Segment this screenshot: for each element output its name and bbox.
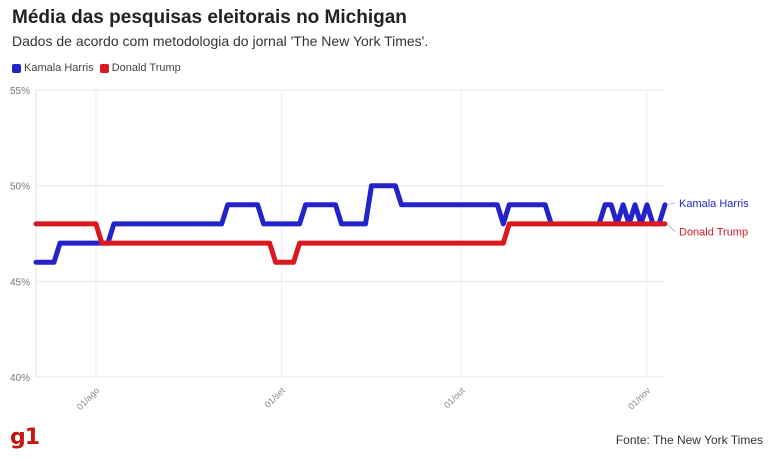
y-tick-label: 50% bbox=[10, 182, 30, 193]
chart-title: Média das pesquisas eleitorais no Michig… bbox=[12, 7, 407, 28]
legend-swatch-trump bbox=[99, 63, 109, 73]
legend: Kamala Harris Donald Trump bbox=[12, 62, 187, 74]
legend-label-trump: Donald Trump bbox=[111, 62, 181, 74]
legend-item-trump: Donald Trump bbox=[99, 62, 181, 74]
x-tick-label: 01/ago bbox=[75, 385, 102, 412]
legend-item-harris: Kamala Harris bbox=[12, 62, 94, 74]
g1-logo: g1 bbox=[10, 425, 40, 450]
end-label-connector bbox=[666, 223, 676, 232]
end-label-connector bbox=[666, 202, 676, 206]
y-tick-label: 55% bbox=[10, 86, 30, 97]
legend-swatch-harris bbox=[12, 63, 21, 73]
series-line-trump bbox=[33, 221, 668, 265]
y-tick-label: 45% bbox=[10, 277, 30, 288]
chart-subtitle: Dados de acordo com metodologia do jorna… bbox=[12, 33, 429, 49]
x-tick-label: 01/set bbox=[263, 385, 288, 410]
y-tick-label: 40% bbox=[10, 373, 30, 384]
x-tick-label: 01/out bbox=[442, 385, 467, 410]
x-tick-label: 01/nov bbox=[626, 385, 653, 412]
legend-label-harris: Kamala Harris bbox=[24, 62, 94, 74]
end-label-trump: Donald Trump bbox=[679, 227, 748, 239]
source-note: Fonte: The New York Times bbox=[615, 433, 763, 447]
end-label-harris: Kamala Harris bbox=[679, 198, 749, 210]
